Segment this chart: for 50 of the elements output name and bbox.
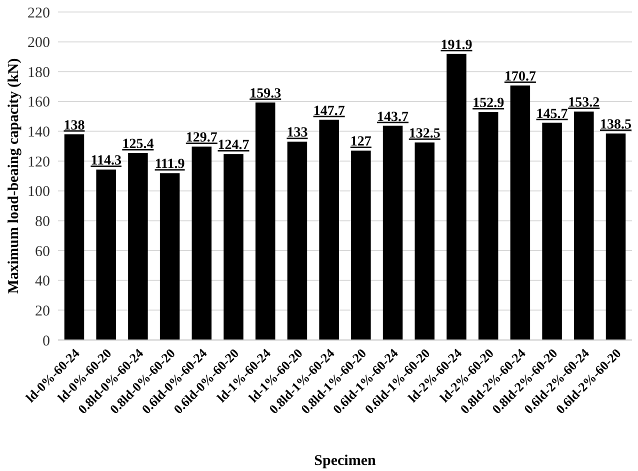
bar xyxy=(574,112,594,340)
data-label: 124.7 xyxy=(218,138,250,154)
x-axis-title: Specimen xyxy=(314,453,376,469)
data-label: 147.7 xyxy=(313,104,345,119)
data-label: 111.9 xyxy=(154,157,185,172)
bar xyxy=(446,54,466,340)
y-tick-label: 60 xyxy=(35,244,50,260)
bar xyxy=(414,142,435,340)
bar xyxy=(478,112,498,340)
y-tick-label: 220 xyxy=(28,5,50,22)
bar xyxy=(255,102,276,340)
y-tick-label: 140 xyxy=(28,124,50,141)
y-axis-title: Maximum load-beaing capacity (kN) xyxy=(6,58,22,294)
bar xyxy=(160,173,180,340)
y-tick-label: 80 xyxy=(35,214,50,230)
bar xyxy=(510,86,530,340)
data-label: 138.5 xyxy=(600,118,632,133)
y-tick-label: 120 xyxy=(28,154,50,170)
data-label: 127 xyxy=(350,134,372,150)
bar xyxy=(319,120,339,340)
data-label: 170.7 xyxy=(504,70,536,84)
data-label: 138 xyxy=(64,118,85,134)
data-label: 159.3 xyxy=(250,86,282,102)
data-label: 143.7 xyxy=(377,110,409,125)
bar xyxy=(382,126,403,340)
y-tick-label: 160 xyxy=(28,94,50,111)
bar xyxy=(606,134,626,340)
bar xyxy=(96,170,116,340)
y-tick-label: 0 xyxy=(42,333,50,350)
y-tick-label: 20 xyxy=(35,303,50,320)
bar xyxy=(287,142,308,340)
data-label: 133 xyxy=(286,126,308,141)
data-label: 114.3 xyxy=(90,154,122,169)
data-label: 191.9 xyxy=(440,38,472,53)
bar xyxy=(351,150,371,340)
y-tick-label: 100 xyxy=(28,184,50,200)
data-label: 132.5 xyxy=(408,126,440,142)
data-label: 125.4 xyxy=(122,137,154,152)
bar xyxy=(64,134,84,340)
bar xyxy=(192,146,212,340)
bar xyxy=(542,122,562,340)
bar xyxy=(224,154,244,340)
data-label: 153.2 xyxy=(568,96,600,111)
bar xyxy=(128,153,148,340)
data-label: 145.7 xyxy=(536,106,568,122)
y-tick-label: 200 xyxy=(28,35,50,52)
data-label: 129.7 xyxy=(186,130,218,146)
y-tick-label: 40 xyxy=(35,274,50,290)
y-tick-label: 180 xyxy=(28,64,50,81)
data-label: 152.9 xyxy=(472,96,504,112)
